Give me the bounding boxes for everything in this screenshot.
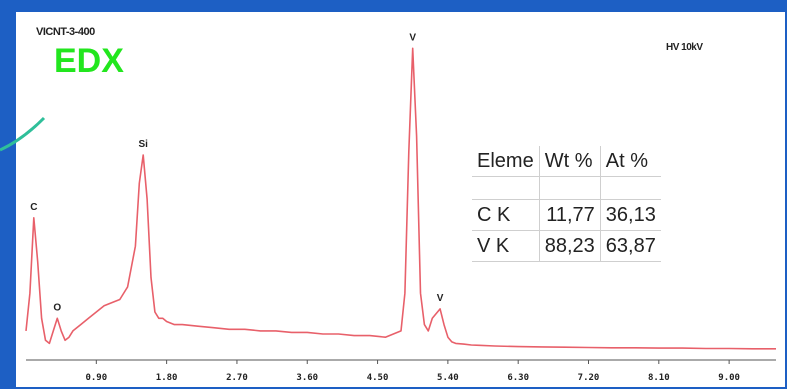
x-tick-label: 2.70 [226, 373, 248, 383]
peak-label: V [409, 32, 416, 43]
hv-label: HV 10kV [666, 42, 703, 53]
table-cell-at: 36,13 [600, 199, 661, 231]
table-row: C K 11,77 36,13 [472, 199, 661, 231]
chart-title: EDX [54, 42, 124, 80]
table-cell-wt: 88,23 [539, 230, 601, 262]
table-header-at: At % [600, 146, 661, 177]
x-tick-label: 3.60 [296, 373, 318, 383]
chart-frame: 0.90 1.80 2.70 3.60 4.50 5.40 6.30 7.20 8.10 9.00… [16, 12, 785, 387]
table-cell-at: 63,87 [600, 230, 661, 262]
peak-label: C [30, 202, 37, 213]
table-row: V K 88,23 63,87 [472, 230, 661, 262]
spectrum-plot: 0.90 1.80 2.70 3.60 4.50 5.40 6.30 7.20 8.10 9.00… [25, 32, 776, 383]
table-cell-element: C K [472, 199, 540, 231]
x-tick-label: 1.80 [156, 373, 178, 383]
peak-label: O [53, 302, 61, 313]
x-tick-label: 0.90 [85, 373, 107, 383]
peak-label: V [437, 293, 444, 304]
sample-id-label: VICNT-3-400 [36, 26, 95, 38]
x-tick-label: 9.00 [718, 373, 740, 383]
x-tick-label: 7.20 [578, 373, 600, 383]
table-header-element: Eleme [472, 146, 540, 177]
table-empty-row [472, 176, 661, 200]
x-tick-label: 8.10 [648, 373, 670, 383]
table-cell-wt: 11,77 [539, 199, 601, 231]
composition-table: Eleme Wt % At % C K 11,77 36,13 V K 88,2… [472, 146, 661, 262]
table-cell-element: V K [472, 230, 540, 262]
table-header-row: Eleme Wt % At % [472, 146, 661, 177]
table-header-wt: Wt % [539, 146, 601, 177]
x-tick-label: 6.30 [507, 373, 529, 383]
x-tick-label: 4.50 [367, 373, 389, 383]
x-tick-label: 5.40 [437, 373, 459, 383]
spectrum-series-line [25, 47, 776, 350]
peak-label: Si [138, 139, 148, 150]
